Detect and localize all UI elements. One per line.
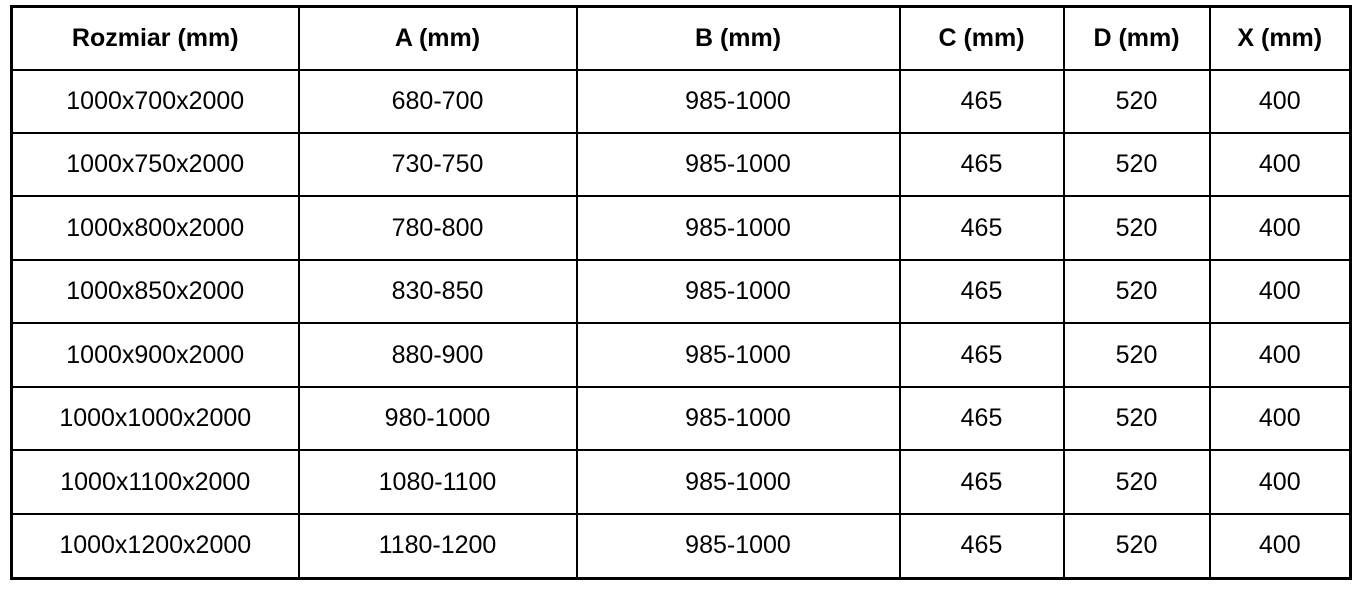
cell-a: 1180-1200 bbox=[297, 512, 578, 580]
cell-c: 465 bbox=[898, 385, 1065, 452]
table-row: 1000x1000x2000 980-1000 985-1000 465 520… bbox=[10, 385, 1352, 452]
cell-c: 465 bbox=[898, 195, 1065, 261]
cell-b: 985-1000 bbox=[575, 385, 901, 452]
cell-x: 400 bbox=[1208, 322, 1352, 388]
column-header-x: X (mm) bbox=[1208, 5, 1352, 71]
column-header-c: C (mm) bbox=[898, 5, 1065, 71]
cell-b: 985-1000 bbox=[575, 131, 901, 198]
cell-rozmiar: 1000x700x2000 bbox=[10, 68, 300, 134]
cell-a: 730-750 bbox=[297, 131, 578, 198]
cell-a: 780-800 bbox=[297, 195, 578, 261]
cell-b: 985-1000 bbox=[575, 68, 901, 134]
table-row: 1000x800x2000 780-800 985-1000 465 520 4… bbox=[10, 195, 1352, 261]
cell-c: 465 bbox=[898, 322, 1065, 388]
cell-d: 520 bbox=[1062, 195, 1211, 261]
cell-b: 985-1000 bbox=[575, 512, 901, 580]
table-row: 1000x850x2000 830-850 985-1000 465 520 4… bbox=[10, 258, 1352, 325]
cell-x: 400 bbox=[1208, 512, 1352, 580]
cell-c: 465 bbox=[898, 131, 1065, 198]
cell-x: 400 bbox=[1208, 258, 1352, 325]
table-row: 1000x750x2000 730-750 985-1000 465 520 4… bbox=[10, 131, 1352, 198]
cell-a: 980-1000 bbox=[297, 385, 578, 452]
column-header-rozmiar: Rozmiar (mm) bbox=[10, 5, 300, 71]
cell-c: 465 bbox=[898, 68, 1065, 134]
cell-rozmiar: 1000x1100x2000 bbox=[10, 449, 300, 515]
table-row: 1000x700x2000 680-700 985-1000 465 520 4… bbox=[10, 68, 1352, 134]
cell-d: 520 bbox=[1062, 512, 1211, 580]
cell-rozmiar: 1000x1200x2000 bbox=[10, 512, 300, 580]
cell-b: 985-1000 bbox=[575, 195, 901, 261]
cell-c: 465 bbox=[898, 512, 1065, 580]
cell-d: 520 bbox=[1062, 131, 1211, 198]
table-row: 1000x1100x2000 1080-1100 985-1000 465 52… bbox=[10, 449, 1352, 515]
cell-a: 1080-1100 bbox=[297, 449, 578, 515]
cell-rozmiar: 1000x800x2000 bbox=[10, 195, 300, 261]
header-row: Rozmiar (mm) A (mm) B (mm) C (mm) D (mm)… bbox=[10, 5, 1352, 71]
cell-b: 985-1000 bbox=[575, 322, 901, 388]
cell-d: 520 bbox=[1062, 322, 1211, 388]
table-row: 1000x1200x2000 1180-1200 985-1000 465 52… bbox=[10, 512, 1352, 580]
column-header-b: B (mm) bbox=[575, 5, 901, 71]
cell-b: 985-1000 bbox=[575, 449, 901, 515]
cell-d: 520 bbox=[1062, 68, 1211, 134]
column-header-a: A (mm) bbox=[297, 5, 578, 71]
cell-c: 465 bbox=[898, 258, 1065, 325]
cell-a: 880-900 bbox=[297, 322, 578, 388]
cell-d: 520 bbox=[1062, 258, 1211, 325]
cell-rozmiar: 1000x750x2000 bbox=[10, 131, 300, 198]
table-row: 1000x900x2000 880-900 985-1000 465 520 4… bbox=[10, 322, 1352, 388]
cell-x: 400 bbox=[1208, 385, 1352, 452]
cell-rozmiar: 1000x1000x2000 bbox=[10, 385, 300, 452]
cell-d: 520 bbox=[1062, 449, 1211, 515]
cell-x: 400 bbox=[1208, 131, 1352, 198]
cell-x: 400 bbox=[1208, 68, 1352, 134]
cell-d: 520 bbox=[1062, 385, 1211, 452]
dimension-table: Rozmiar (mm) A (mm) B (mm) C (mm) D (mm)… bbox=[10, 5, 1352, 580]
cell-x: 400 bbox=[1208, 195, 1352, 261]
cell-a: 680-700 bbox=[297, 68, 578, 134]
cell-rozmiar: 1000x900x2000 bbox=[10, 322, 300, 388]
cell-a: 830-850 bbox=[297, 258, 578, 325]
cell-rozmiar: 1000x850x2000 bbox=[10, 258, 300, 325]
cell-x: 400 bbox=[1208, 449, 1352, 515]
cell-b: 985-1000 bbox=[575, 258, 901, 325]
column-header-d: D (mm) bbox=[1062, 5, 1211, 71]
cell-c: 465 bbox=[898, 449, 1065, 515]
